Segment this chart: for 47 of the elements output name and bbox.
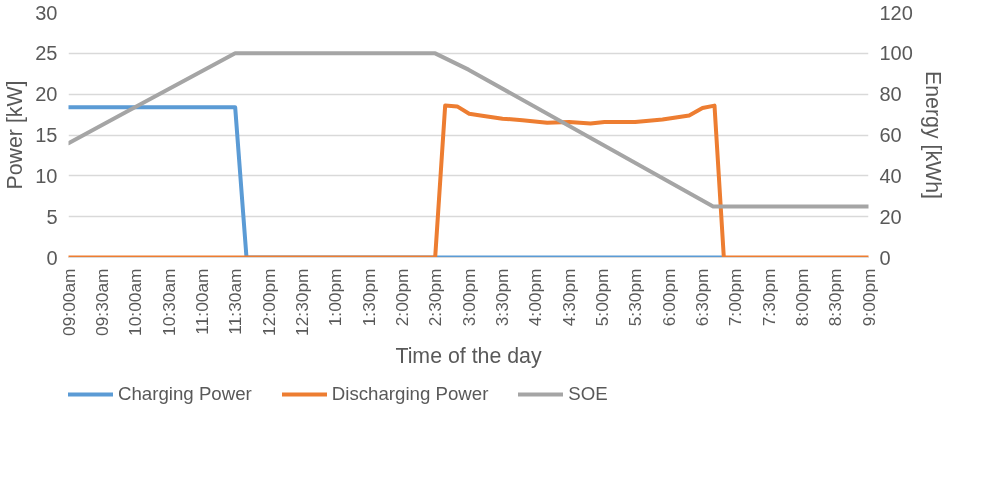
y-tick-label: 25: [35, 42, 58, 65]
x-tick-label: 09:30am: [91, 268, 112, 336]
x-tick-label: 11:00am: [191, 268, 212, 335]
x-tick-label: 3:30pm: [491, 268, 512, 327]
x-tick-label: 5:30pm: [625, 268, 646, 327]
x-axis-title: Time of the day: [395, 343, 542, 368]
legend-label: SOE: [568, 383, 608, 405]
y-tick-label: 30: [35, 1, 58, 24]
y-tick-label: 10: [35, 164, 58, 187]
y2-tick-label: 80: [879, 83, 902, 106]
x-tick-label: 8:30pm: [825, 268, 846, 327]
x-tick-label: 10:00am: [125, 268, 146, 336]
y-tick-label: 20: [35, 83, 58, 106]
y2-axis-title: Energy [kWh]: [920, 70, 945, 200]
x-tick-label: 8:00pm: [791, 268, 812, 327]
x-tick-label: 12:00pm: [258, 268, 279, 336]
y2-tick-label: 20: [879, 205, 902, 228]
x-tick-label: 7:30pm: [758, 268, 779, 327]
y-tick-label: 0: [46, 246, 58, 269]
y2-tick-label: 100: [879, 42, 913, 65]
y2-tick-label: 60: [879, 124, 902, 146]
x-tick-label: 2:30pm: [425, 268, 446, 327]
y2-tick-label: 40: [879, 164, 902, 187]
legend-label: Charging Power: [118, 383, 252, 405]
x-tick-label: 3:00pm: [458, 268, 479, 327]
x-tick-label: 09:00am: [58, 268, 79, 336]
legend-label: Discharging Power: [331, 383, 489, 405]
y-axis-title: Power [kW]: [3, 80, 28, 190]
x-tick-label: 1:00pm: [325, 268, 346, 327]
x-tick-label: 10:30am: [158, 268, 179, 336]
x-tick-label: 7:00pm: [725, 268, 746, 327]
x-tick-label: 4:00pm: [525, 268, 546, 327]
x-tick-label: 2:00pm: [391, 268, 412, 327]
x-tick-label: 6:00pm: [658, 268, 679, 327]
x-tick-label: 11:30am: [225, 268, 246, 335]
x-tick-label: 9:00pm: [858, 268, 879, 327]
y-tick-label: 15: [35, 124, 58, 146]
x-tick-label: 12:30pm: [291, 268, 312, 336]
line-series: [68, 103, 869, 258]
line-series: [68, 51, 869, 209]
x-tick-label: 1:30pm: [358, 268, 379, 327]
x-tick-label: 4:30pm: [558, 268, 579, 327]
x-tick-label: 5:00pm: [591, 268, 612, 327]
y-tick-label: 5: [46, 205, 58, 228]
y2-tick-label: 0: [879, 246, 891, 269]
x-tick-label: 6:30pm: [691, 268, 712, 327]
y2-tick-label: 120: [879, 1, 913, 24]
